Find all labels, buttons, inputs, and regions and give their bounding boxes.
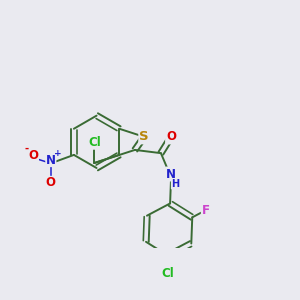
Text: Cl: Cl [161, 267, 174, 280]
Text: Cl: Cl [88, 136, 101, 149]
Text: -: - [25, 144, 29, 154]
Text: O: O [28, 149, 38, 162]
Text: O: O [46, 176, 56, 189]
Text: S: S [139, 130, 149, 143]
Text: N: N [46, 154, 56, 166]
Text: H: H [171, 179, 179, 189]
Text: +: + [54, 149, 62, 158]
Text: N: N [166, 167, 176, 181]
Text: O: O [166, 130, 176, 143]
Text: F: F [202, 204, 210, 217]
